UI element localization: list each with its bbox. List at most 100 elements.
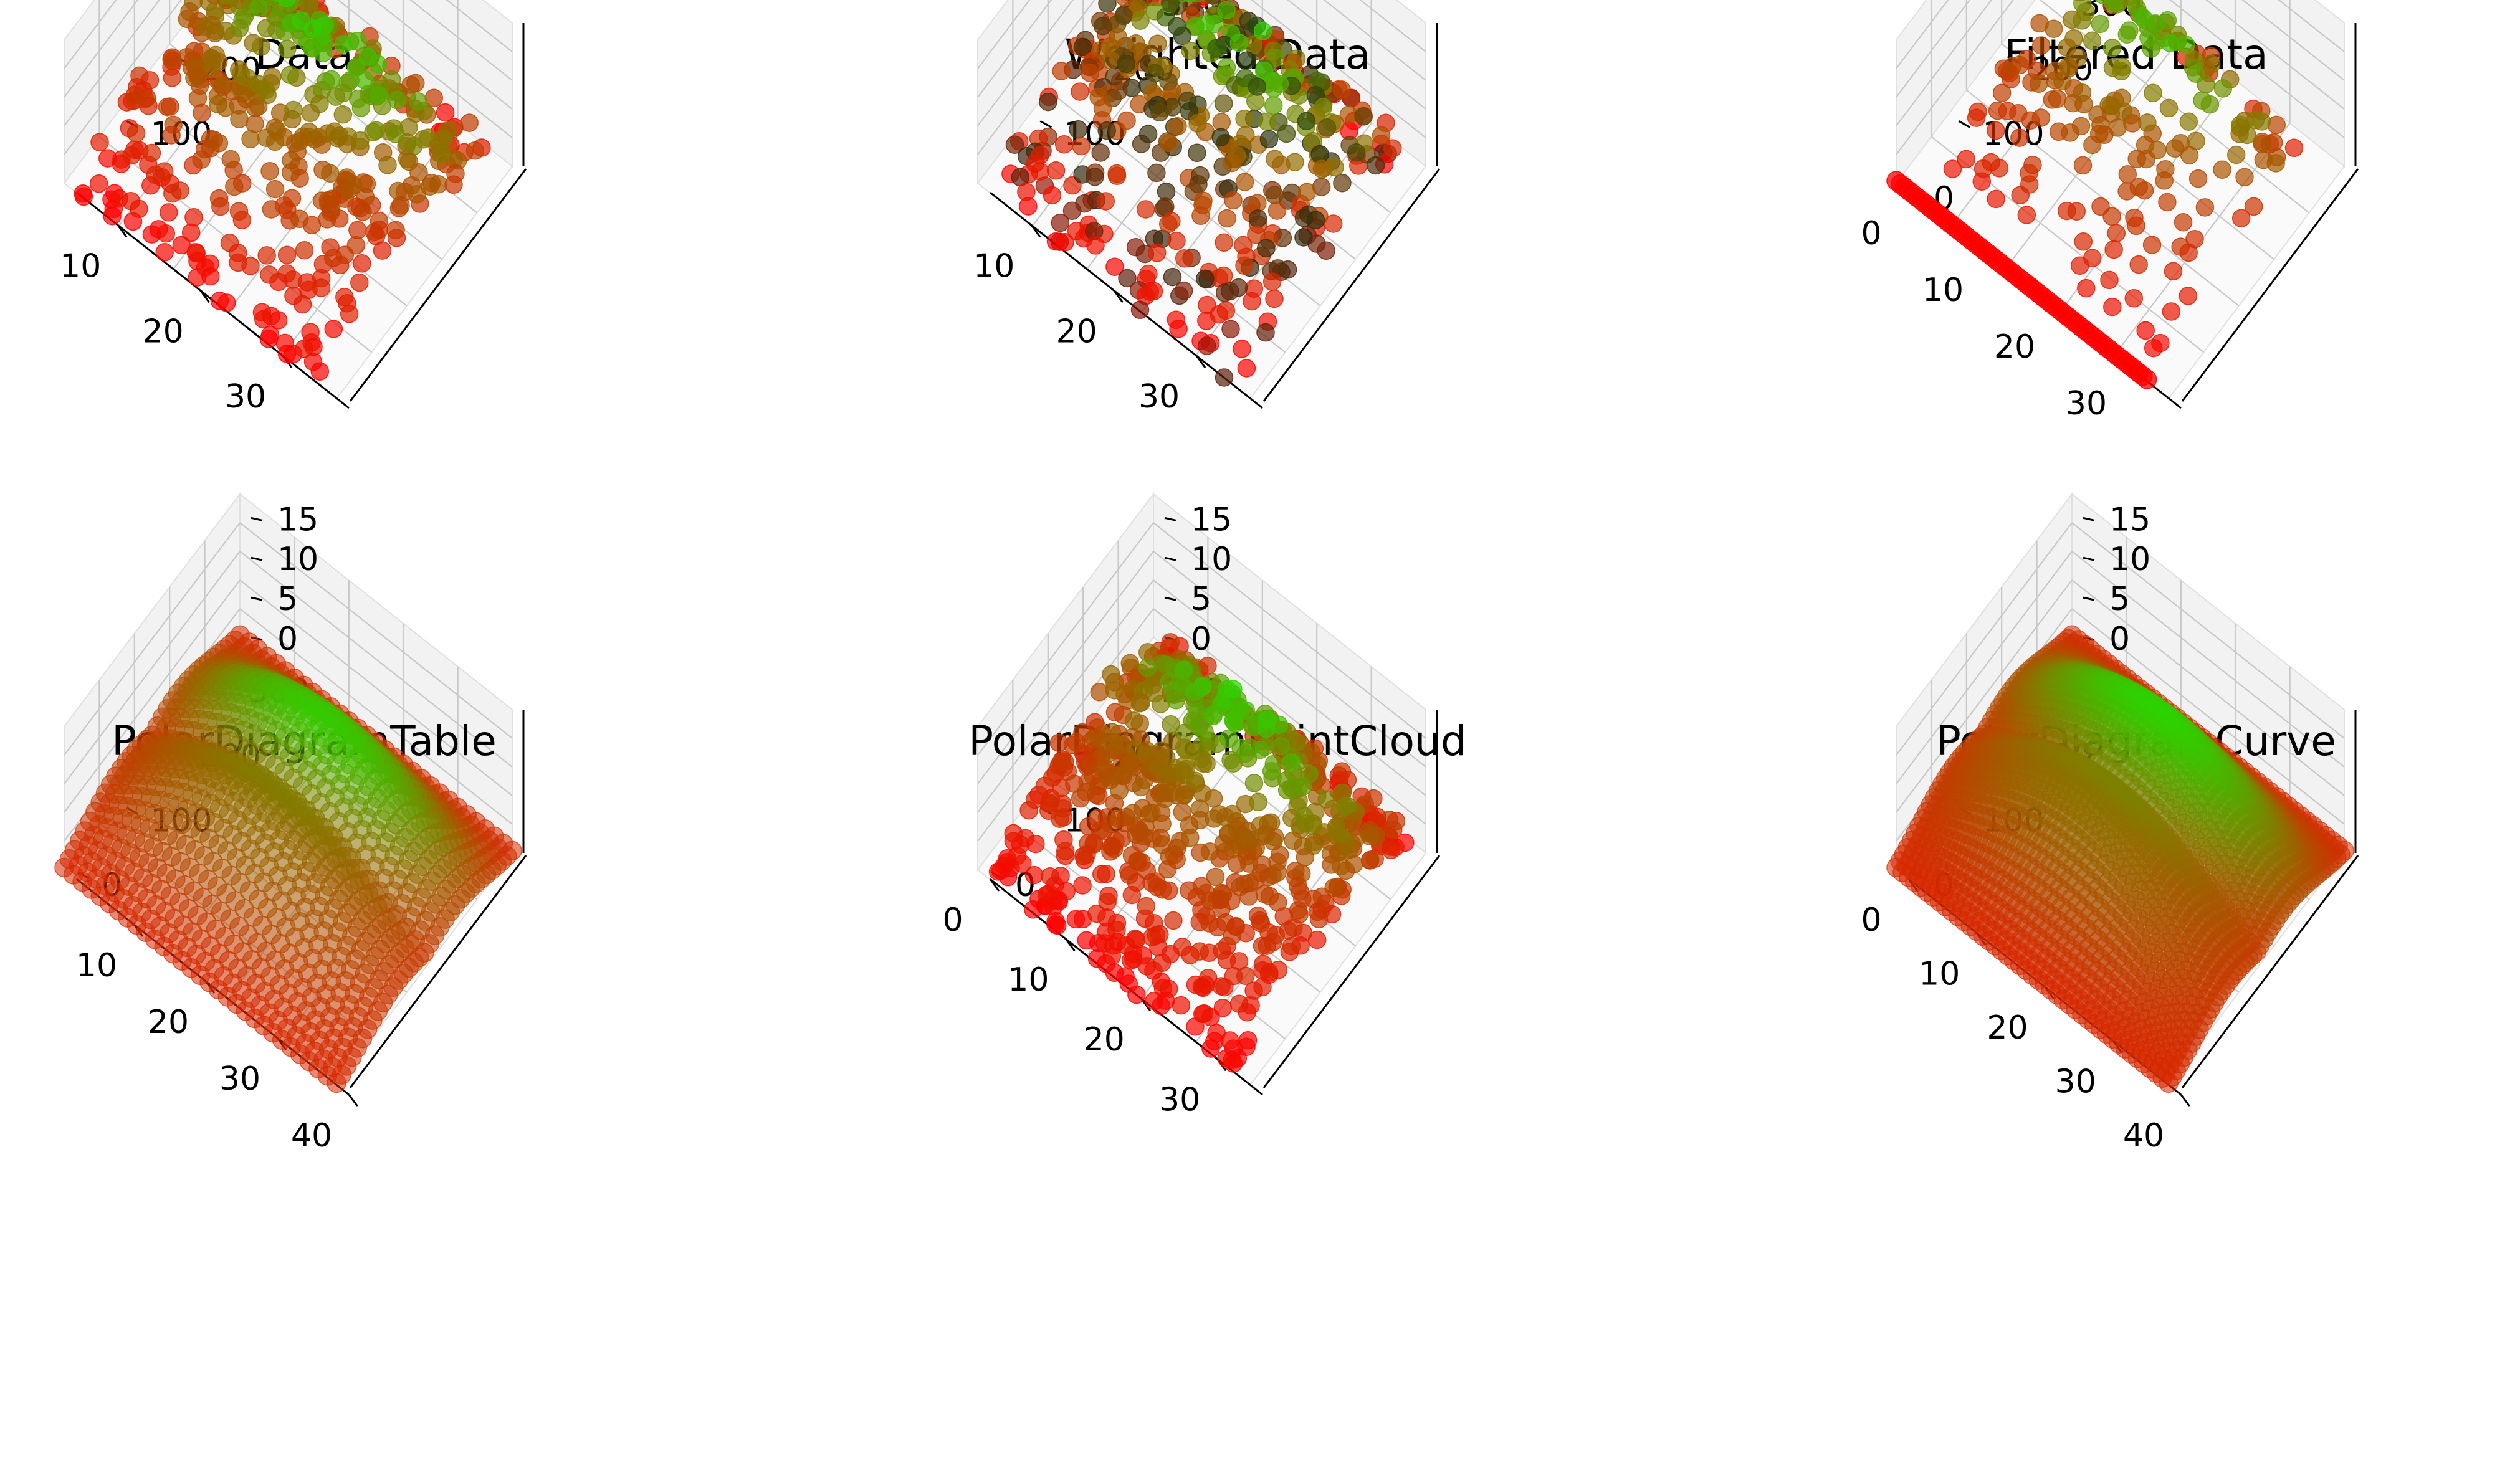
- data-point: [2233, 209, 2250, 227]
- data-point: [313, 279, 330, 297]
- data-point: [1233, 340, 1251, 358]
- data-point: [1987, 190, 2005, 207]
- data-point: [1077, 783, 1095, 801]
- data-point: [2160, 99, 2178, 117]
- data-point: [260, 266, 278, 283]
- data-point: [1186, 772, 1204, 789]
- data-point: [1224, 712, 1242, 730]
- data-point: [1201, 843, 1219, 860]
- data-point: [163, 126, 180, 144]
- data-point: [75, 188, 92, 205]
- data-point: [1093, 865, 1110, 883]
- data-point: [1254, 978, 1271, 996]
- data-point: [1266, 150, 1284, 168]
- data-point: [196, 18, 213, 36]
- x-tick-label: 10: [1919, 956, 1960, 993]
- data-point: [1216, 369, 1233, 386]
- data-point: [2267, 155, 2284, 172]
- data-point: [323, 70, 340, 88]
- data-point: [2213, 161, 2231, 178]
- data-point: [1153, 954, 1171, 971]
- data-point: [250, 0, 267, 16]
- data-point: [1051, 214, 1069, 232]
- panel-polar-diagram-table: 102030400100200300051015PolarDiagramTabl…: [55, 494, 526, 1154]
- data-point: [1337, 797, 1354, 815]
- data-point: [1264, 273, 1281, 290]
- data-point: [2228, 146, 2245, 164]
- data-point: [2105, 240, 2122, 258]
- data-point: [186, 69, 203, 87]
- data-point: [2033, 37, 2050, 54]
- data-point: [1298, 112, 1315, 130]
- data-point: [1218, 210, 1236, 227]
- data-point: [282, 164, 300, 181]
- data-point: [1215, 234, 1233, 251]
- data-point: [136, 90, 154, 108]
- data-point: [1056, 136, 1073, 153]
- data-point: [1041, 868, 1059, 885]
- data-point: [1097, 193, 1114, 210]
- data-point: [1217, 302, 1234, 320]
- data-point: [405, 137, 422, 155]
- data-point: [1074, 877, 1091, 894]
- panel-polar-diagram-point-cloud: 01020300100200300051015PolarDiagramPoint…: [942, 494, 1466, 1118]
- data-point: [2162, 303, 2180, 320]
- data-point: [1071, 83, 1089, 100]
- data-point: [1283, 938, 1301, 955]
- data-point: [1269, 864, 1286, 882]
- data-point: [2103, 207, 2121, 225]
- data-point: [2203, 55, 2220, 73]
- data-point: [222, 151, 239, 168]
- data-point: [1208, 39, 1225, 57]
- data-point: [1064, 736, 1081, 754]
- data-point: [1168, 232, 1185, 250]
- x-tick-label: 30: [1138, 378, 1180, 416]
- data-point: [433, 145, 451, 162]
- data-point: [1052, 62, 1070, 80]
- data-point: [1193, 750, 1210, 768]
- data-point: [2091, 16, 2109, 33]
- data-point: [2181, 146, 2198, 164]
- x-tick-label: 10: [973, 247, 1014, 285]
- data-point: [1026, 867, 1043, 884]
- x-tick-label: 20: [1084, 1021, 1125, 1059]
- data-point: [1310, 910, 1328, 928]
- z-tick-label: 15: [2109, 501, 2150, 538]
- data-point: [311, 363, 328, 380]
- data-point: [1151, 103, 1168, 121]
- data-point: [296, 242, 313, 259]
- data-point: [279, 40, 296, 58]
- data-point: [1092, 144, 1109, 161]
- data-point: [1148, 244, 1166, 262]
- data-point: [294, 296, 312, 313]
- data-point: [1078, 846, 1095, 864]
- panel-filtered-data: 01020300100200300051015Filtered Data: [1861, 0, 2358, 422]
- data-point: [2127, 217, 2145, 234]
- data-point: [1020, 802, 1038, 819]
- data-point: [2128, 150, 2145, 168]
- data-point: [1362, 852, 1379, 869]
- data-point: [1216, 979, 1233, 996]
- data-point: [1295, 229, 1312, 246]
- data-point: [1205, 810, 1223, 827]
- data-point: [314, 44, 332, 62]
- data-point: [341, 305, 358, 323]
- data-point: [1154, 881, 1172, 898]
- data-point: [1283, 779, 1301, 797]
- data-point: [1039, 93, 1057, 111]
- data-point: [354, 203, 371, 221]
- data-point: [1202, 1040, 1219, 1057]
- data-point: [2104, 39, 2121, 57]
- data-point: [1355, 108, 1372, 125]
- data-point: [91, 133, 108, 151]
- data-point: [2179, 287, 2197, 305]
- data-point: [1049, 917, 1066, 935]
- data-point: [1205, 706, 1222, 723]
- data-point: [1254, 22, 1272, 40]
- data-point: [2155, 172, 2173, 189]
- data-point: [163, 50, 180, 68]
- data-point: [1222, 320, 1239, 338]
- data-point: [1382, 841, 1400, 859]
- data-point: [1069, 121, 1087, 138]
